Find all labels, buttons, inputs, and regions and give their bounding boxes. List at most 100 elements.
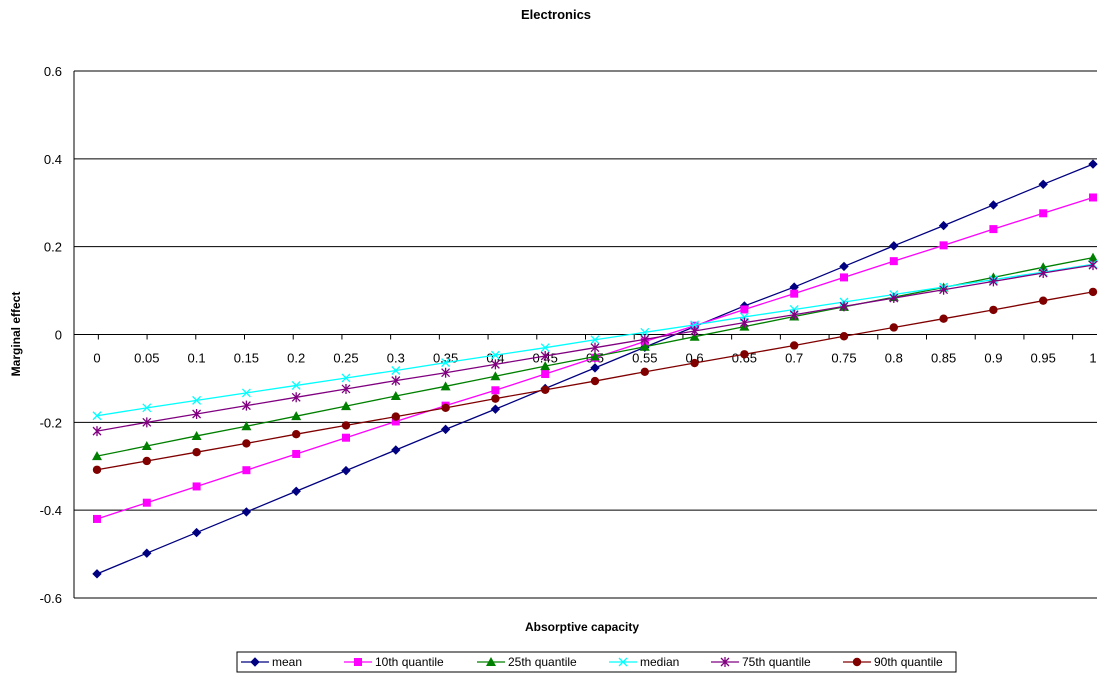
data-point-10th-quantile <box>1089 193 1097 202</box>
data-point-mean <box>291 486 301 496</box>
data-point-25th-quantile <box>1088 252 1098 262</box>
x-tick-label: 0 <box>93 351 100 366</box>
data-point-10th-quantile <box>391 417 400 426</box>
data-point-median <box>341 373 351 383</box>
y-tick-label: 0.4 <box>44 152 62 167</box>
y-tick-label: 0 <box>55 328 62 343</box>
series-median <box>92 259 1098 421</box>
legend-marker <box>852 657 862 667</box>
data-point-75th-quantile <box>839 301 849 312</box>
data-point-25th-quantile <box>241 421 252 431</box>
data-point-25th-quantile <box>390 390 401 400</box>
data-point-mean <box>490 404 501 414</box>
data-point-mean <box>92 569 102 579</box>
data-point-90th-quantile <box>341 421 351 430</box>
data-point-mean <box>440 424 451 435</box>
data-point-75th-quantile <box>142 417 152 428</box>
data-point-10th-quantile <box>840 273 848 282</box>
x-tick-label: 0.8 <box>885 351 903 366</box>
data-point-90th-quantile <box>441 403 450 413</box>
data-point-25th-quantile <box>639 341 650 351</box>
data-point-90th-quantile <box>292 429 301 439</box>
data-point-median <box>640 327 650 337</box>
data-point-75th-quantile <box>988 276 998 287</box>
data-point-10th-quantile <box>889 257 898 266</box>
legend-label: 90th quantile <box>874 655 943 669</box>
legend-marker <box>354 658 362 666</box>
x-tick-label: 0.7 <box>785 351 803 366</box>
data-point-75th-quantile <box>640 334 650 345</box>
y-tick-label: -0.6 <box>40 591 62 606</box>
data-point-median <box>540 343 550 353</box>
series-mean <box>92 159 1098 579</box>
data-point-mean <box>241 507 252 517</box>
chart-title: Electronics <box>521 7 591 22</box>
series-75th-quantile <box>92 260 1098 437</box>
data-point-90th-quantile <box>92 465 102 474</box>
legend-item-median: median <box>609 655 679 669</box>
data-point-75th-quantile <box>540 351 550 362</box>
data-point-10th-quantile <box>242 466 251 475</box>
data-point-10th-quantile <box>939 241 948 250</box>
y-axis-title: Marginal effect <box>9 292 23 377</box>
data-point-75th-quantile <box>192 408 202 419</box>
series-90th-quantile <box>92 287 1098 474</box>
data-point-90th-quantile <box>1039 296 1048 305</box>
data-point-10th-quantile <box>142 498 151 507</box>
data-point-10th-quantile <box>192 482 201 491</box>
data-point-75th-quantile <box>739 317 749 328</box>
data-point-90th-quantile <box>989 305 998 315</box>
data-point-median <box>92 411 102 421</box>
data-point-mean <box>988 200 999 210</box>
data-point-25th-quantile <box>141 441 152 451</box>
data-point-90th-quantile <box>491 394 500 403</box>
x-tick-label: 0.1 <box>188 351 206 366</box>
data-point-mean <box>142 548 152 558</box>
data-point-median <box>241 388 251 398</box>
data-point-25th-quantile <box>341 401 351 411</box>
data-point-mean <box>391 445 401 455</box>
data-point-10th-quantile <box>1039 209 1048 218</box>
data-point-75th-quantile <box>441 367 451 378</box>
legend-marker <box>720 657 730 667</box>
data-point-75th-quantile <box>590 342 600 353</box>
data-point-25th-quantile <box>191 430 202 440</box>
data-point-90th-quantile <box>740 350 749 359</box>
legend-marker <box>250 657 260 667</box>
legend-label: median <box>640 655 679 669</box>
x-tick-label: 0.3 <box>387 351 405 366</box>
data-point-90th-quantile <box>142 456 151 466</box>
data-point-90th-quantile <box>192 447 201 457</box>
data-point-mean <box>938 220 949 231</box>
data-point-mean <box>839 261 849 272</box>
data-point-25th-quantile <box>92 451 102 461</box>
data-point-75th-quantile <box>341 383 351 394</box>
y-tick-label: 0.6 <box>44 64 62 79</box>
legend-marker <box>486 657 496 666</box>
data-point-10th-quantile <box>342 433 350 442</box>
data-point-median <box>590 335 600 345</box>
data-point-75th-quantile <box>391 375 401 386</box>
data-point-75th-quantile <box>92 426 102 437</box>
data-point-90th-quantile <box>391 412 400 421</box>
data-point-10th-quantile <box>740 305 749 314</box>
data-point-90th-quantile <box>790 341 799 350</box>
data-point-90th-quantile <box>1088 287 1098 297</box>
data-point-90th-quantile <box>640 367 649 377</box>
x-tick-label: 0.15 <box>234 351 259 366</box>
data-point-10th-quantile <box>292 449 301 458</box>
data-point-25th-quantile <box>590 351 600 361</box>
data-point-90th-quantile <box>839 332 849 341</box>
data-point-90th-quantile <box>242 439 251 448</box>
x-tick-label: 0.75 <box>831 351 856 366</box>
x-tick-label: 0.9 <box>984 351 1002 366</box>
data-point-10th-quantile <box>541 370 550 379</box>
data-point-mean <box>191 527 202 538</box>
data-point-75th-quantile <box>1088 260 1098 271</box>
x-tick-label: 0.2 <box>287 351 305 366</box>
data-point-median <box>391 366 401 375</box>
x-tick-label: 0.25 <box>333 351 358 366</box>
data-point-75th-quantile <box>939 284 949 295</box>
data-point-90th-quantile <box>939 314 948 323</box>
